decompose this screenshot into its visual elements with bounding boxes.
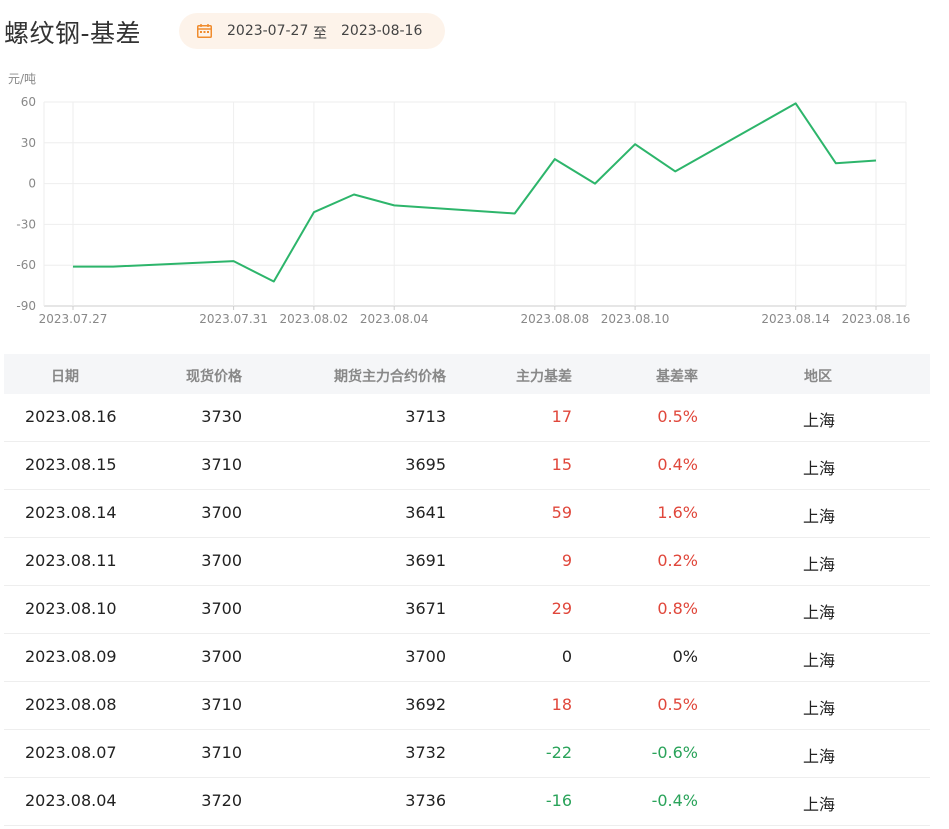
cell-basis-rate: 0.2% bbox=[657, 551, 698, 570]
cell-futures-price: 3736 bbox=[405, 791, 446, 810]
cell-area: 上海 bbox=[803, 507, 836, 526]
y-tick-label: 60 bbox=[21, 95, 36, 109]
cell-basis: 9 bbox=[561, 551, 572, 570]
cell-basis-rate: 1.6% bbox=[657, 503, 698, 522]
calendar-icon bbox=[197, 24, 212, 38]
table-row: 2023.08.07 3710 3732 -22 -0.6% 上海 bbox=[4, 730, 930, 778]
x-tick-label: 2023.08.08 bbox=[520, 312, 589, 326]
cell-basis-rate: 0.5% bbox=[657, 695, 698, 714]
cell-futures-price: 3713 bbox=[405, 407, 446, 426]
cell-spot-price: 3700 bbox=[201, 551, 242, 570]
table-row: 2023.08.14 3700 3641 59 1.6% 上海 bbox=[4, 490, 930, 538]
cell-basis: 29 bbox=[551, 599, 572, 618]
table-row: 2023.08.09 3700 3700 0 0% 上海 bbox=[4, 634, 930, 682]
cell-futures-price: 3692 bbox=[405, 695, 446, 714]
table-header: 日期 现货价格 期货主力合约价格 主力基差 基差率 地区 bbox=[4, 354, 930, 394]
cell-area: 上海 bbox=[803, 747, 836, 766]
cell-date: 2023.08.07 bbox=[25, 743, 117, 762]
header-futures-price: 期货主力合约价格 bbox=[334, 369, 446, 385]
y-axis-unit-label: 元/吨 bbox=[8, 72, 36, 86]
cell-futures-price: 3691 bbox=[405, 551, 446, 570]
cell-basis: -22 bbox=[545, 743, 572, 762]
header-date: 日期 bbox=[51, 369, 79, 385]
basis-table: 日期 现货价格 期货主力合约价格 主力基差 基差率 地区 2023.08.16 3… bbox=[4, 354, 930, 826]
cell-area: 上海 bbox=[803, 795, 836, 814]
header-basis-rate: 基差率 bbox=[656, 369, 698, 385]
date-separator: 至 bbox=[313, 26, 327, 42]
cell-basis-rate: 0% bbox=[672, 647, 698, 666]
cell-area: 上海 bbox=[803, 651, 836, 670]
basis-chart: 元/吨 60 30 0 -30 -60 -90 2023.07.27 2023.07.31 202… bbox=[0, 66, 949, 336]
cell-date: 2023.08.04 bbox=[25, 791, 117, 810]
cell-date: 2023.08.15 bbox=[25, 455, 117, 474]
table-row: 2023.08.10 3700 3671 29 0.8% 上海 bbox=[4, 586, 930, 634]
cell-basis: 59 bbox=[551, 503, 572, 522]
cell-basis-rate: -0.6% bbox=[651, 743, 698, 762]
header-area: 地区 bbox=[804, 369, 832, 385]
x-tick-label: 2023.08.14 bbox=[761, 312, 830, 326]
cell-basis: -16 bbox=[545, 791, 572, 810]
cell-futures-price: 3695 bbox=[405, 455, 446, 474]
y-tick-label: -60 bbox=[16, 258, 36, 272]
cell-spot-price: 3730 bbox=[201, 407, 242, 426]
date-to[interactable]: 2023-08-16 bbox=[341, 23, 423, 39]
cell-basis-rate: -0.4% bbox=[651, 791, 698, 810]
x-tick-label: 2023.07.31 bbox=[199, 312, 268, 326]
table-row: 2023.08.08 3710 3692 18 0.5% 上海 bbox=[4, 682, 930, 730]
cell-spot-price: 3700 bbox=[201, 647, 242, 666]
cell-date: 2023.08.16 bbox=[25, 407, 117, 426]
cell-date: 2023.08.09 bbox=[25, 647, 117, 666]
header-basis: 主力基差 bbox=[516, 369, 572, 385]
cell-area: 上海 bbox=[803, 411, 836, 430]
cell-basis: 18 bbox=[551, 695, 572, 714]
x-tick-label: 2023.08.10 bbox=[601, 312, 670, 326]
cell-spot-price: 3720 bbox=[201, 791, 242, 810]
table-body: 2023.08.16 3730 3713 17 0.5% 上海 2023.08.15 3710… bbox=[4, 394, 930, 826]
cell-futures-price: 3641 bbox=[405, 503, 446, 522]
cell-area: 上海 bbox=[803, 459, 836, 478]
cell-futures-price: 3671 bbox=[405, 599, 446, 618]
cell-futures-price: 3732 bbox=[405, 743, 446, 762]
cell-spot-price: 3710 bbox=[201, 455, 242, 474]
cell-area: 上海 bbox=[803, 555, 836, 574]
cell-area: 上海 bbox=[803, 699, 836, 718]
table-row: 2023.08.15 3710 3695 15 0.4% 上海 bbox=[4, 442, 930, 490]
date-range-picker[interactable]: 2023-07-27 至 2023-08-16 bbox=[179, 13, 445, 49]
table-row: 2023.08.16 3730 3713 17 0.5% 上海 bbox=[4, 394, 930, 442]
cell-spot-price: 3700 bbox=[201, 503, 242, 522]
x-tick-label: 2023.07.27 bbox=[39, 312, 108, 326]
table-row: 2023.08.04 3720 3736 -16 -0.4% 上海 bbox=[4, 778, 930, 826]
y-tick-label: -90 bbox=[16, 299, 36, 313]
table-row: 2023.08.11 3700 3691 9 0.2% 上海 bbox=[4, 538, 930, 586]
cell-area: 上海 bbox=[803, 603, 836, 622]
cell-spot-price: 3710 bbox=[201, 695, 242, 714]
cell-spot-price: 3710 bbox=[201, 743, 242, 762]
header-spot-price: 现货价格 bbox=[186, 369, 242, 385]
cell-basis: 15 bbox=[551, 455, 572, 474]
cell-basis-rate: 0.5% bbox=[657, 407, 698, 426]
x-tick-label: 2023.08.16 bbox=[842, 312, 911, 326]
cell-basis: 17 bbox=[551, 407, 572, 426]
cell-basis-rate: 0.8% bbox=[657, 599, 698, 618]
y-tick-label: -30 bbox=[16, 217, 36, 231]
cell-futures-price: 3700 bbox=[405, 647, 446, 666]
x-tick-label: 2023.08.02 bbox=[280, 312, 349, 326]
cell-spot-price: 3700 bbox=[201, 599, 242, 618]
cell-basis: 0 bbox=[561, 647, 572, 666]
date-from[interactable]: 2023-07-27 bbox=[227, 23, 309, 39]
cell-basis-rate: 0.4% bbox=[657, 455, 698, 474]
page-title: 螺纹钢-基差 bbox=[4, 19, 142, 48]
cell-date: 2023.08.10 bbox=[25, 599, 117, 618]
cell-date: 2023.08.11 bbox=[25, 551, 117, 570]
cell-date: 2023.08.08 bbox=[25, 695, 117, 714]
x-tick-label: 2023.08.04 bbox=[360, 312, 429, 326]
basis-series-line bbox=[73, 102, 877, 283]
cell-date: 2023.08.14 bbox=[25, 503, 117, 522]
y-tick-label: 0 bbox=[28, 177, 36, 191]
y-tick-label: 30 bbox=[21, 136, 36, 150]
